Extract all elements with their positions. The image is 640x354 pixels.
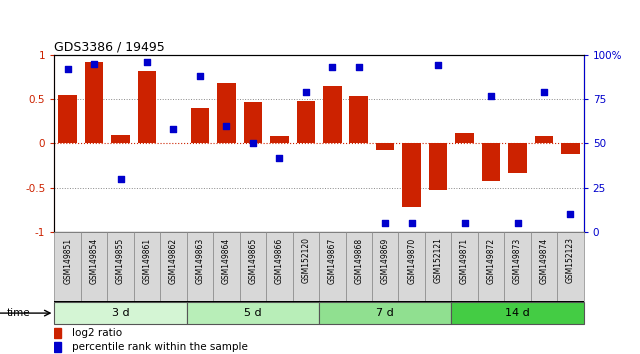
Bar — [217, 83, 236, 143]
Bar — [213, 232, 239, 301]
Bar — [191, 108, 209, 143]
Text: GSM149851: GSM149851 — [63, 238, 72, 284]
Point — [460, 220, 470, 226]
Bar — [535, 136, 553, 143]
Bar — [134, 232, 160, 301]
Bar — [372, 232, 399, 301]
Bar — [85, 62, 103, 143]
Bar — [296, 101, 315, 143]
Text: GSM149868: GSM149868 — [354, 238, 364, 284]
Text: GSM149861: GSM149861 — [143, 238, 152, 284]
Point — [406, 220, 417, 226]
Bar — [455, 133, 474, 143]
Text: GSM149873: GSM149873 — [513, 238, 522, 284]
Text: 14 d: 14 d — [505, 308, 530, 318]
Point — [274, 155, 284, 160]
Bar — [561, 143, 580, 154]
Bar — [54, 342, 61, 353]
Text: GSM149855: GSM149855 — [116, 238, 125, 284]
Bar — [346, 232, 372, 301]
Text: GSM149871: GSM149871 — [460, 238, 469, 284]
Point — [248, 141, 258, 146]
Point — [221, 123, 232, 129]
Bar — [81, 232, 108, 301]
Bar — [349, 96, 368, 143]
Bar — [244, 102, 262, 143]
Bar — [111, 135, 130, 143]
Text: GDS3386 / 19495: GDS3386 / 19495 — [54, 41, 165, 54]
Text: GSM149854: GSM149854 — [90, 238, 99, 284]
Text: GSM149874: GSM149874 — [540, 238, 548, 284]
Text: GSM149865: GSM149865 — [248, 238, 257, 284]
Text: 5 d: 5 d — [244, 308, 262, 318]
Bar — [557, 232, 584, 301]
Point — [142, 59, 152, 65]
Text: GSM149864: GSM149864 — [222, 238, 231, 284]
Point — [327, 64, 337, 70]
Point — [486, 93, 496, 98]
Bar — [451, 232, 478, 301]
Point — [433, 63, 444, 68]
Point — [168, 126, 179, 132]
Text: GSM149872: GSM149872 — [486, 238, 495, 284]
Bar — [531, 232, 557, 301]
Bar — [319, 302, 451, 324]
Bar — [403, 143, 421, 207]
Text: time: time — [6, 308, 30, 318]
Point — [565, 211, 575, 217]
Bar — [504, 232, 531, 301]
Text: GSM152120: GSM152120 — [301, 238, 310, 284]
Bar — [323, 86, 342, 143]
Point — [301, 89, 311, 95]
Bar — [54, 302, 187, 324]
Bar — [187, 302, 319, 324]
Bar — [376, 143, 394, 150]
Bar — [138, 71, 156, 143]
Bar — [239, 232, 266, 301]
Text: GSM149867: GSM149867 — [328, 238, 337, 284]
Bar — [160, 232, 187, 301]
Text: GSM152123: GSM152123 — [566, 238, 575, 284]
Text: log2 ratio: log2 ratio — [72, 328, 122, 338]
Point — [63, 66, 73, 72]
Bar — [319, 232, 346, 301]
Point — [539, 89, 549, 95]
Point — [195, 73, 205, 79]
Point — [89, 61, 99, 67]
Bar — [482, 143, 500, 181]
Text: GSM149863: GSM149863 — [195, 238, 204, 284]
Bar — [266, 232, 292, 301]
Text: GSM149870: GSM149870 — [407, 238, 416, 284]
Text: GSM149869: GSM149869 — [381, 238, 390, 284]
Point — [513, 220, 523, 226]
Bar — [108, 232, 134, 301]
Text: GSM149866: GSM149866 — [275, 238, 284, 284]
Bar — [478, 232, 504, 301]
Point — [354, 64, 364, 70]
Text: percentile rank within the sample: percentile rank within the sample — [72, 342, 248, 352]
Point — [380, 220, 390, 226]
Bar — [54, 327, 61, 338]
Text: GSM149862: GSM149862 — [169, 238, 178, 284]
Bar — [451, 302, 584, 324]
Bar — [292, 232, 319, 301]
Text: GSM152121: GSM152121 — [434, 238, 443, 283]
Bar — [54, 232, 81, 301]
Text: 7 d: 7 d — [376, 308, 394, 318]
Bar — [425, 232, 451, 301]
Bar — [58, 95, 77, 143]
Point — [115, 176, 125, 182]
Text: 3 d: 3 d — [112, 308, 129, 318]
Bar — [429, 143, 447, 190]
Bar — [399, 232, 425, 301]
Bar — [270, 136, 289, 143]
Bar — [187, 232, 213, 301]
Bar — [508, 143, 527, 173]
